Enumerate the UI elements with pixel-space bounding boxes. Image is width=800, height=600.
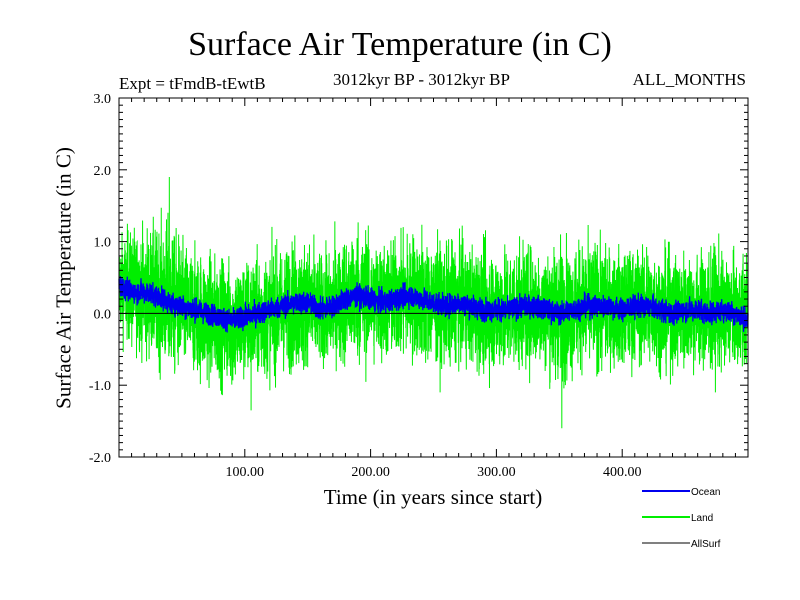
legend-label-ocean: Ocean — [691, 487, 720, 498]
x-axis-label: Time (in years since start) — [323, 485, 543, 509]
months-label: ALL_MONTHS — [632, 70, 746, 89]
period-label: 3012kyr BP - 3012kyr BP — [333, 70, 510, 89]
legend-label-allsurf: AllSurf — [691, 539, 721, 550]
series-layer — [118, 176, 749, 429]
x-tick-label: 100.00 — [226, 465, 265, 480]
y-tick-label: 1.0 — [94, 236, 112, 251]
y-tick-label: 2.0 — [94, 164, 112, 179]
series-ocean-line — [118, 276, 749, 333]
x-tick-label: 300.00 — [477, 465, 516, 480]
legend: Ocean Land AllSurf — [642, 487, 721, 550]
y-tick-label: -2.0 — [89, 451, 111, 466]
chart-title: Surface Air Temperature (in C) — [188, 26, 612, 63]
experiment-label: Expt = tFmdB-tEwtB — [119, 74, 266, 93]
x-tick-label: 400.00 — [603, 465, 642, 480]
x-tick-label: 200.00 — [351, 465, 390, 480]
series-land-line — [118, 176, 749, 429]
axis-ticks — [119, 98, 748, 457]
axis-tick-labels: 100.00 200.00 300.00 400.00 -2.0 -1.0 0.0 1.0 2.… — [89, 92, 642, 480]
y-tick-label: 0.0 — [94, 307, 112, 322]
y-tick-label: 3.0 — [94, 92, 112, 107]
y-tick-label: -1.0 — [89, 379, 111, 394]
legend-label-land: Land — [691, 513, 713, 524]
